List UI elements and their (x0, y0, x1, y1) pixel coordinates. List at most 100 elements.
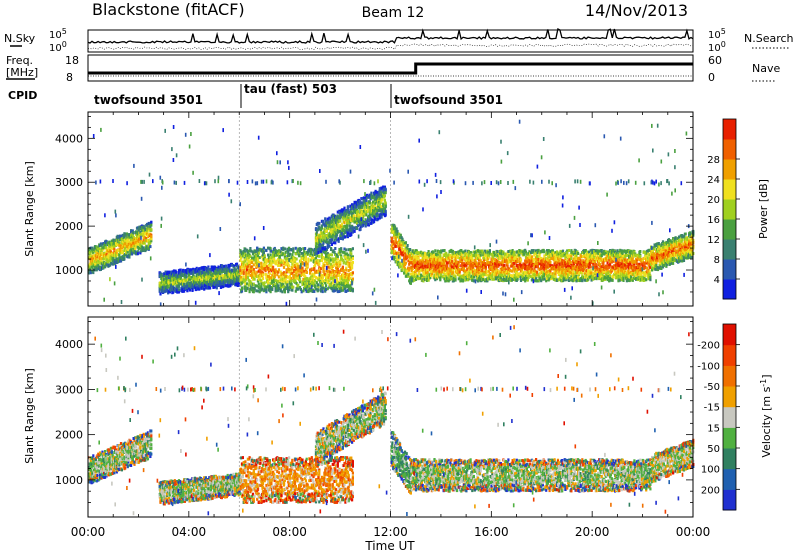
heatmap-cell (267, 256, 270, 260)
heatmap-cell (256, 258, 260, 262)
heatmap-cell (346, 281, 349, 285)
heatmap-cell (380, 215, 383, 219)
heatmap-cell (262, 283, 265, 287)
heatmap-cell (270, 256, 273, 260)
heatmap-cell (115, 251, 118, 255)
heatmap-cell (149, 245, 152, 249)
noise-right-tick-bottom: 100 (708, 40, 726, 54)
heatmap-cell (277, 270, 280, 274)
heatmap-cell (227, 270, 230, 274)
heatmap-cell (203, 276, 206, 280)
heatmap-cell (265, 273, 268, 277)
heatmap-cell (141, 227, 144, 231)
heatmap-cell (283, 247, 286, 251)
heatmap-cell (269, 286, 272, 289)
heatmap-cell (384, 204, 387, 208)
heatmap-cell (213, 271, 216, 275)
heatmap-cell (88, 267, 91, 271)
noise-right-label: N.Search (744, 32, 794, 45)
heatmap-cell (242, 275, 245, 279)
heatmap-cell (263, 281, 266, 285)
nave-tick-bottom: 0 (708, 71, 715, 84)
heatmap-cell (192, 267, 195, 271)
heatmap-cell (112, 256, 115, 260)
heatmap-cell (136, 252, 139, 256)
heatmap-cell (145, 237, 148, 240)
heatmap-cell (219, 285, 223, 289)
heatmap-cell (119, 235, 123, 238)
heatmap-cell (91, 246, 94, 250)
heatmap-cell (299, 247, 302, 251)
heatmap-cell (275, 262, 278, 266)
heatmap-cell (119, 259, 123, 263)
heatmap-cell (125, 237, 128, 241)
heatmap-cell (271, 281, 274, 285)
heatmap-cell (251, 275, 254, 279)
heatmap-cell (203, 287, 206, 291)
heatmap-cell (211, 280, 214, 283)
heatmap-cell (132, 231, 135, 235)
heatmap-cell (121, 238, 124, 242)
heatmap-cell (252, 256, 255, 260)
heatmap-cell (351, 266, 354, 270)
heatmap-cell (226, 274, 229, 278)
heatmap-cell (268, 284, 271, 288)
heatmap-cell (203, 279, 206, 283)
heatmap-cell (270, 249, 273, 253)
noise-left-tick-top: 105 (49, 27, 67, 41)
heatmap-cell (240, 278, 243, 282)
heatmap-cell (150, 228, 153, 232)
heatmap-cell (294, 246, 297, 250)
heatmap-cell (263, 288, 266, 292)
heatmap-cell (320, 259, 323, 262)
heatmap-cell (260, 279, 263, 283)
heatmap-cell (234, 277, 237, 281)
heatmap-cell (272, 257, 276, 261)
heatmap-cell (178, 282, 181, 286)
heatmap-cell (91, 269, 94, 273)
heatmap-cell (183, 289, 186, 293)
heatmap-cell (239, 258, 242, 262)
heatmap-cell (254, 284, 257, 288)
freq-trace (88, 62, 693, 75)
heatmap-cell (197, 285, 200, 289)
heatmap-cell (141, 249, 144, 252)
heatmap-cell (188, 277, 191, 281)
heatmap-cell (91, 266, 94, 270)
heatmap-cell (93, 260, 97, 264)
heatmap-cell (148, 243, 151, 247)
heatmap-cell (217, 265, 220, 269)
heatmap-cell (251, 252, 255, 256)
heatmap-cell (281, 290, 284, 294)
heatmap-cell (128, 233, 131, 237)
heatmap-cell (269, 290, 272, 294)
heatmap-cell (244, 252, 247, 256)
heatmap-cell (102, 246, 105, 250)
heatmap-cell (301, 266, 304, 270)
heatmap-cell (276, 273, 279, 277)
heatmap-cell (461, 278, 465, 282)
heatmap-cell (250, 268, 253, 272)
heatmap-cell (133, 245, 136, 249)
heatmap-cell (275, 259, 278, 263)
heatmap-cell (321, 283, 324, 287)
heatmap-cell (97, 245, 100, 249)
heatmap-cell (162, 280, 165, 283)
heatmap-cell (131, 233, 134, 237)
heatmap-cell (192, 272, 195, 276)
heatmap-cell (277, 258, 280, 261)
heatmap-cell (273, 273, 276, 276)
heatmap-cell (451, 259, 454, 263)
heatmap-cell (219, 268, 222, 272)
heatmap-cell (103, 251, 106, 255)
heatmap-cell (94, 245, 97, 249)
heatmap-cell (324, 217, 327, 221)
heatmap-cell (131, 229, 134, 233)
heatmap-cell (261, 281, 265, 285)
heatmap-cell (272, 268, 276, 272)
heatmap-cell (236, 283, 239, 287)
heatmap-cell (268, 261, 271, 265)
heatmap-cell (230, 277, 233, 281)
heatmap-cell (246, 273, 249, 277)
heatmap-cell (330, 238, 333, 242)
